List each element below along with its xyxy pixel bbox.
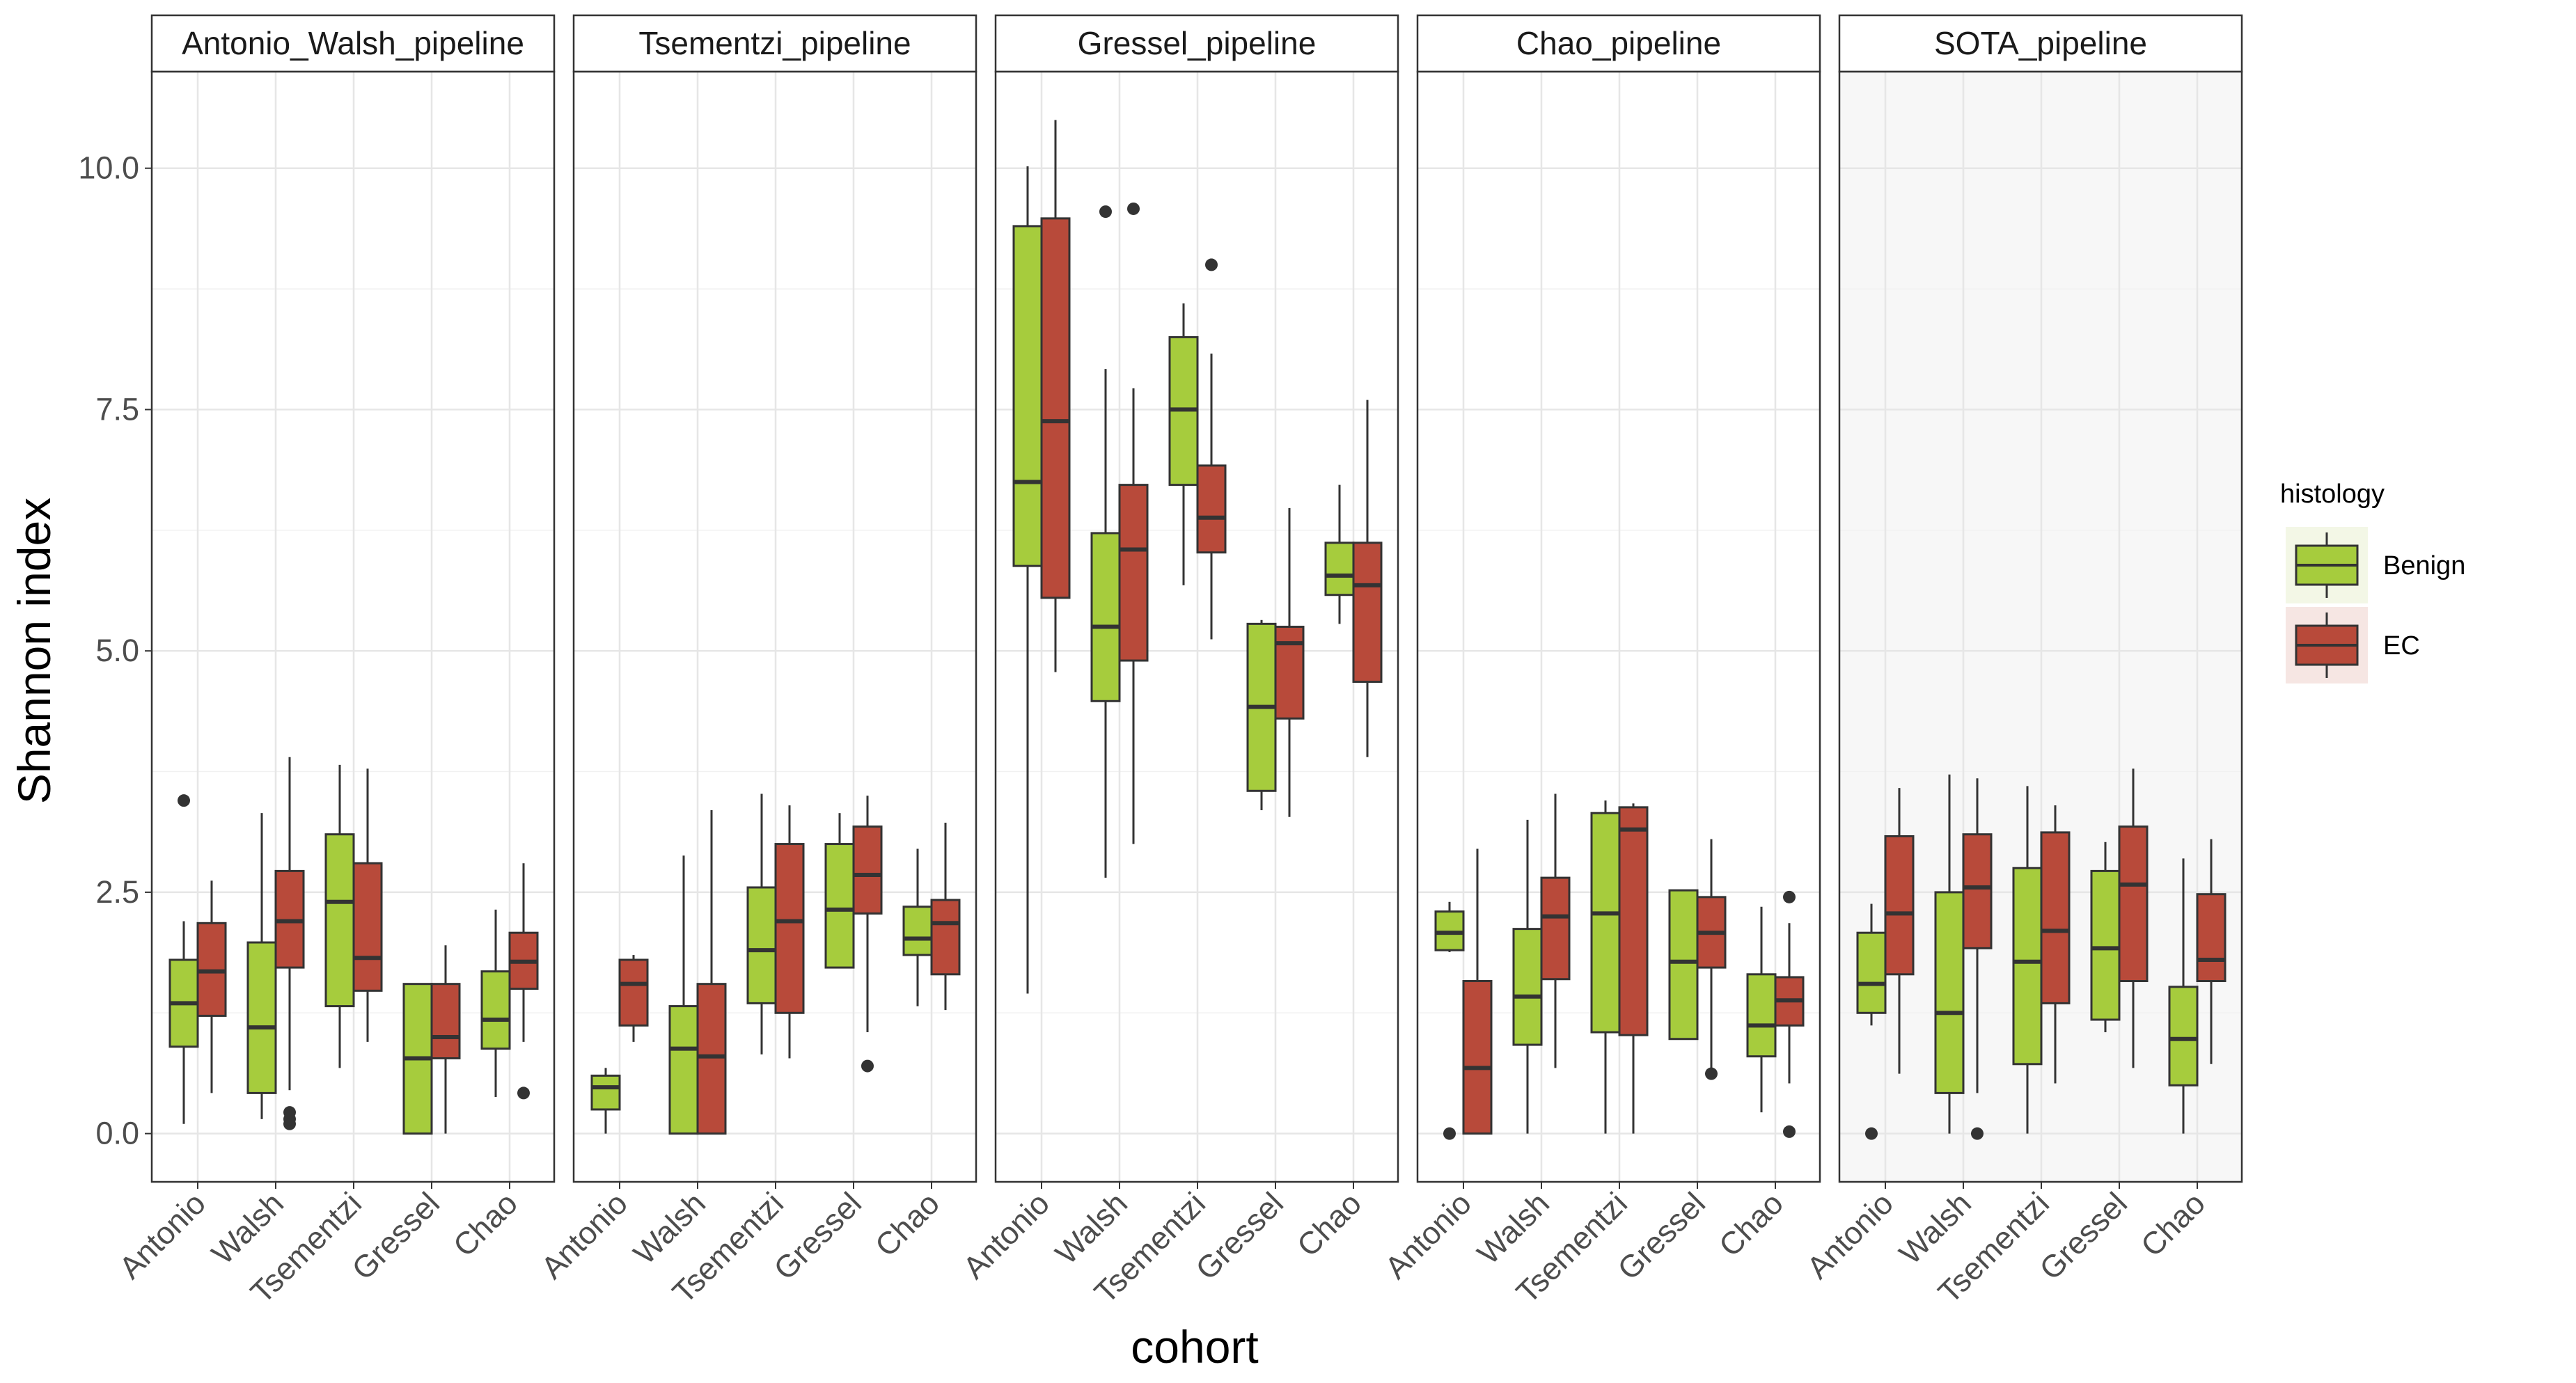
ec-box <box>2196 893 2226 983</box>
ec-outlier-point <box>517 1086 530 1100</box>
ec-box <box>430 983 461 1059</box>
benign-box <box>324 833 355 1008</box>
facet-strip <box>1838 14 2243 73</box>
facet-panel: SOTA_pipelineAntonioWalshTsementziGresse… <box>1800 14 2243 1310</box>
ec-box <box>1196 464 1227 554</box>
legend-label: EC <box>2383 631 2420 661</box>
benign-box <box>746 886 777 1004</box>
facet-strip-label: SOTA_pipeline <box>1934 25 2147 61</box>
ec-outlier-point <box>1783 1125 1796 1138</box>
y-axis-tick-labels: 0.0 2.5 5.0 7.5 10.0 <box>78 150 152 1151</box>
ec-box <box>1040 217 1071 599</box>
ec-box <box>930 899 961 976</box>
ec-outlier-point <box>1205 258 1218 271</box>
benign-box <box>246 941 277 1094</box>
facet-strip <box>150 14 556 73</box>
ec-outlier-point <box>283 1106 296 1119</box>
benign-box <box>480 970 511 1050</box>
benign-outlier-point <box>1443 1127 1456 1140</box>
ec-box <box>2040 831 2071 1004</box>
facet-strip-label: Tsementzi_pipeline <box>638 25 911 61</box>
x-axis-title: cohort <box>1131 1321 1258 1373</box>
benign-box <box>1512 928 1543 1046</box>
ec-box <box>1884 835 1915 976</box>
benign-box <box>2168 986 2199 1086</box>
benign-box <box>1934 891 1965 1094</box>
ec-box <box>1274 626 1305 720</box>
facet-strip-label: Gressel_pipeline <box>1078 25 1317 61</box>
ec-outlier-point <box>1705 1067 1718 1080</box>
benign-box <box>1012 225 1043 567</box>
benign-box <box>1590 812 1621 1034</box>
benign-box <box>1090 532 1121 702</box>
facet-panel: Chao_pipelineAntonioWalshTsementziGresse… <box>1378 14 1821 1310</box>
ec-box <box>1118 484 1149 662</box>
y-tick-label: 0.0 <box>95 1116 139 1151</box>
benign-box <box>668 1005 699 1135</box>
ec-box <box>618 958 649 1027</box>
legend-title: histology <box>2280 480 2385 509</box>
ec-box <box>774 843 805 1014</box>
legend-item: EC <box>2286 607 2420 683</box>
y-tick-label: 2.5 <box>95 874 139 910</box>
benign-box <box>1668 889 1699 1041</box>
benign-box <box>2012 867 2043 1066</box>
facet-panel: Antonio_Walsh_pipelineAntonioWalshTsemen… <box>112 14 556 1310</box>
facet-strip-label: Chao_pipeline <box>1516 25 1721 61</box>
ec-box <box>1540 876 1571 981</box>
y-axis-title: Shannon index <box>8 498 60 804</box>
benign-box <box>824 843 855 969</box>
benign-outlier-point <box>1865 1127 1878 1140</box>
legend-label: Benign <box>2383 551 2465 580</box>
ec-box <box>352 862 383 992</box>
ec-box <box>1962 833 1993 949</box>
ec-box <box>696 983 727 1135</box>
benign-box <box>590 1074 621 1111</box>
panels-layer: Antonio_Walsh_pipelineAntonioWalshTsemen… <box>112 14 2243 1310</box>
benign-box <box>1856 931 1887 1014</box>
benign-box <box>1324 542 1355 596</box>
facet-strip <box>994 14 1399 73</box>
ec-box <box>1352 542 1383 683</box>
benign-outlier-point <box>178 794 190 807</box>
benign-box <box>2090 869 2121 1021</box>
facet-panel: Tsementzi_pipelineAntonioWalshTsementziG… <box>534 14 977 1310</box>
y-tick-label: 10.0 <box>78 150 139 186</box>
benign-box <box>902 906 933 956</box>
ec-box <box>1618 806 1649 1036</box>
legend-item: Benign <box>2286 527 2465 603</box>
facet-strip-label: Antonio_Walsh_pipeline <box>182 25 524 61</box>
ec-outlier-point <box>1127 202 1140 215</box>
ec-outlier-point <box>1783 890 1796 903</box>
benign-outlier-point <box>1099 205 1112 219</box>
y-tick-label: 5.0 <box>95 633 139 668</box>
legend: histology Benign EC <box>2280 480 2465 683</box>
y-tick-label: 7.5 <box>95 391 139 427</box>
ec-outlier-point <box>1971 1127 1984 1140</box>
ec-box <box>2118 825 2149 983</box>
ec-outlier-point <box>861 1059 874 1073</box>
ec-box <box>1462 980 1493 1135</box>
benign-box <box>1746 973 1777 1058</box>
facet-panel: Gressel_pipelineAntonioWalshTsementziGre… <box>956 14 1399 1310</box>
ec-box <box>852 825 883 915</box>
